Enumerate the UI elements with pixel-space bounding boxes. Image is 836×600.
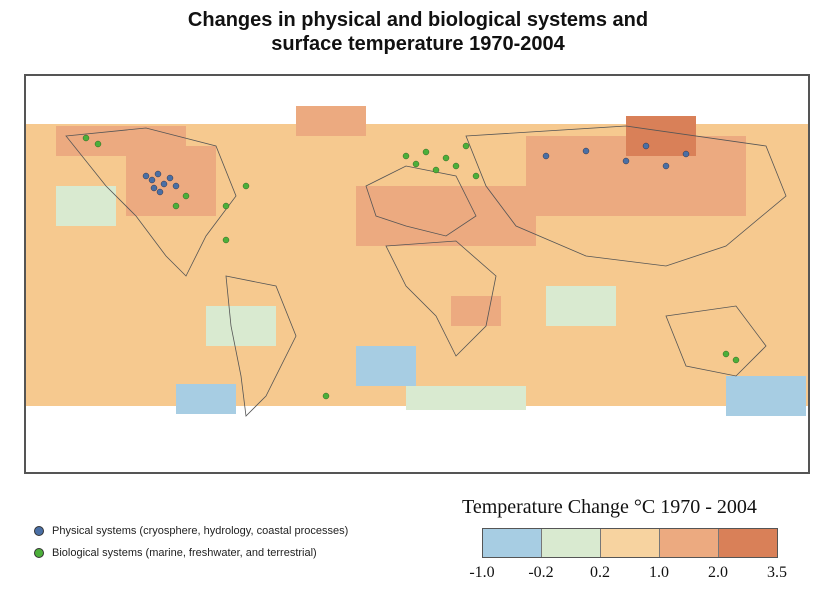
warm-patch-south-africa [451, 296, 501, 326]
temperature-scale-bar [482, 528, 778, 558]
cool-patch-southern-ocean-2 [726, 376, 806, 416]
europe-outline [365, 165, 477, 237]
scale-tick: 3.5 [767, 564, 787, 581]
cool-patch-south-pacific [206, 306, 276, 346]
scale-band-3 [601, 529, 660, 557]
legend-biological-label: Biological systems (marine, freshwater, … [52, 547, 317, 559]
scale-tick: -0.2 [528, 564, 554, 581]
biological-dot-icon [34, 548, 44, 558]
south-america-outline [225, 275, 297, 417]
cool-patch-pacific [56, 186, 116, 226]
scale-band-5 [719, 529, 777, 557]
hot-patch-siberia [626, 116, 696, 156]
biological-system-points [82, 134, 740, 400]
scale-band-2 [542, 529, 601, 557]
title-line-1: Changes in physical and biological syste… [187, 9, 649, 31]
australia-outline [665, 305, 767, 377]
warm-patch-greenland [296, 106, 366, 136]
scale-tick: 0.2 [590, 564, 610, 581]
scale-band-1 [483, 529, 542, 557]
scale-tick: 2.0 [708, 564, 728, 581]
cool-patch-indian [546, 286, 616, 326]
legend-physical: Physical systems (cryosphere, hydrology,… [34, 520, 348, 542]
scale-band-4 [660, 529, 719, 557]
points-legend: Physical systems (cryosphere, hydrology,… [34, 520, 348, 564]
physical-dot-icon [34, 526, 44, 536]
legend-biological: Biological systems (marine, freshwater, … [34, 542, 348, 564]
world-map-svg [26, 76, 808, 472]
cool-patch-southern-ocean-3 [406, 386, 526, 410]
cool-patch-southern-ocean-1 [176, 384, 236, 414]
physical-system-points [142, 142, 690, 196]
temperature-scale-title: Temperature Change °C 1970 - 2004 [462, 496, 757, 518]
scale-tick: -1.0 [469, 564, 495, 581]
temperature-scale-ticks: -1.0 -0.2 0.2 1.0 2.0 3.5 [462, 564, 802, 586]
antarctic-region [26, 406, 808, 472]
world-map [24, 74, 810, 474]
north-america-outline [65, 127, 237, 277]
scale-tick: 1.0 [649, 564, 669, 581]
title-line-2: surface temperature 1970-2004 [271, 33, 565, 55]
cool-patch-south-atlantic [356, 346, 416, 386]
asia-outline [465, 125, 787, 267]
legend-physical-label: Physical systems (cryosphere, hydrology,… [52, 525, 349, 537]
chart-title: Changes in physical and biological syste… [0, 8, 836, 56]
africa-outline [385, 240, 497, 357]
